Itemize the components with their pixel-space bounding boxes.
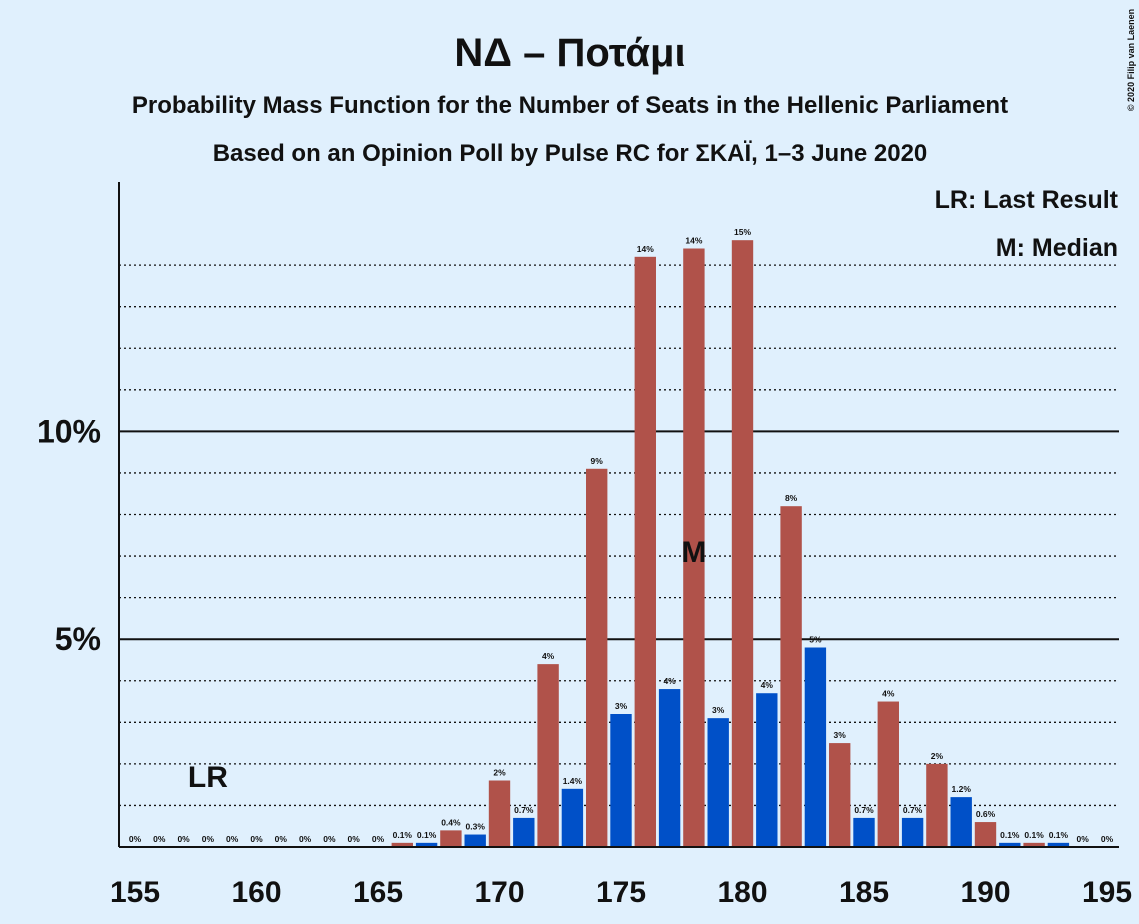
bar xyxy=(926,763,948,847)
value-label: 0.7% xyxy=(854,805,874,815)
value-label: 0.1% xyxy=(1000,830,1020,840)
value-label: 2% xyxy=(493,768,506,778)
value-label: 0.1% xyxy=(1024,830,1044,840)
value-label: 2% xyxy=(931,751,944,761)
value-label: 0.7% xyxy=(514,805,534,815)
value-label: 0% xyxy=(1077,834,1090,844)
bar xyxy=(999,842,1021,847)
value-label: 0.4% xyxy=(441,817,461,827)
bar xyxy=(974,822,997,847)
value-label: 1.2% xyxy=(952,784,972,794)
bar xyxy=(561,788,584,847)
last-result-label: LR xyxy=(188,761,228,794)
bar xyxy=(415,842,438,847)
bar xyxy=(440,830,462,847)
value-label: 0% xyxy=(1101,834,1114,844)
bar xyxy=(780,506,802,847)
value-label: 1.4% xyxy=(563,776,583,786)
bar xyxy=(950,797,972,847)
value-label: 0% xyxy=(348,834,361,844)
y-tick-label: 5% xyxy=(55,621,101,657)
value-label: 3% xyxy=(834,730,847,740)
bar xyxy=(586,468,608,847)
x-tick-label: 180 xyxy=(717,876,767,909)
copyright: © 2020 Filip van Laenen xyxy=(1126,9,1136,111)
x-tick-label: 165 xyxy=(353,876,403,909)
bar xyxy=(901,817,924,847)
bar xyxy=(488,780,511,847)
bar xyxy=(804,647,827,847)
x-tick-label: 175 xyxy=(596,876,646,909)
bar xyxy=(634,256,656,847)
bar xyxy=(391,842,413,847)
x-tick-label: 195 xyxy=(1082,876,1132,909)
value-label: 0.1% xyxy=(417,830,437,840)
bar xyxy=(756,693,778,847)
value-label: 15% xyxy=(734,227,751,237)
value-label: 0.1% xyxy=(1049,830,1069,840)
legend-entry: LR: Last Result xyxy=(935,186,1119,214)
value-label: 0% xyxy=(372,834,385,844)
bar xyxy=(707,718,729,847)
bar xyxy=(1047,842,1070,847)
value-label: 0% xyxy=(299,834,312,844)
value-label: 3% xyxy=(712,705,725,715)
value-label: 3% xyxy=(615,701,628,711)
bar xyxy=(877,701,899,847)
bar xyxy=(513,817,535,847)
value-label: 0% xyxy=(323,834,336,844)
bar xyxy=(829,743,851,847)
value-label: 0% xyxy=(129,834,142,844)
bar xyxy=(1023,842,1045,847)
value-label: 0% xyxy=(153,834,166,844)
x-tick-label: 185 xyxy=(839,876,889,909)
value-label: 4% xyxy=(882,689,895,699)
x-tick-label: 160 xyxy=(231,876,281,909)
value-label: 0.1% xyxy=(393,830,413,840)
legend-entry: M: Median xyxy=(996,234,1118,262)
bar xyxy=(853,817,875,847)
bar xyxy=(537,664,559,847)
value-label: 0% xyxy=(226,834,239,844)
bar xyxy=(683,248,705,847)
bar xyxy=(658,689,681,847)
value-label: 14% xyxy=(637,244,654,254)
value-label: 0% xyxy=(275,834,288,844)
value-label: 8% xyxy=(785,493,798,503)
value-label: 0% xyxy=(177,834,190,844)
bar xyxy=(731,240,754,847)
x-tick-label: 190 xyxy=(960,876,1010,909)
value-label: 4% xyxy=(663,676,676,686)
value-label: 0.7% xyxy=(903,805,923,815)
x-tick-label: 155 xyxy=(110,876,160,909)
bar xyxy=(464,834,486,847)
value-label: 0.3% xyxy=(466,822,486,832)
bar xyxy=(610,714,632,847)
value-label: 14% xyxy=(685,236,702,246)
value-label: 0.6% xyxy=(976,809,996,819)
x-tick-label: 170 xyxy=(474,876,524,909)
chart-subtitle: Based on an Opinion Poll by Pulse RC for… xyxy=(213,140,928,167)
value-label: 4% xyxy=(761,680,774,690)
median-label: M xyxy=(681,536,706,569)
value-label: 4% xyxy=(542,651,555,661)
value-label: 0% xyxy=(202,834,215,844)
y-tick-label: 10% xyxy=(37,413,101,449)
chart-title: ΝΔ – Ποτάμι xyxy=(454,31,685,75)
chart-subtitle: Probability Mass Function for the Number… xyxy=(132,92,1008,119)
value-label: 0% xyxy=(250,834,263,844)
value-label: 5% xyxy=(809,635,822,645)
value-label: 9% xyxy=(591,456,604,466)
